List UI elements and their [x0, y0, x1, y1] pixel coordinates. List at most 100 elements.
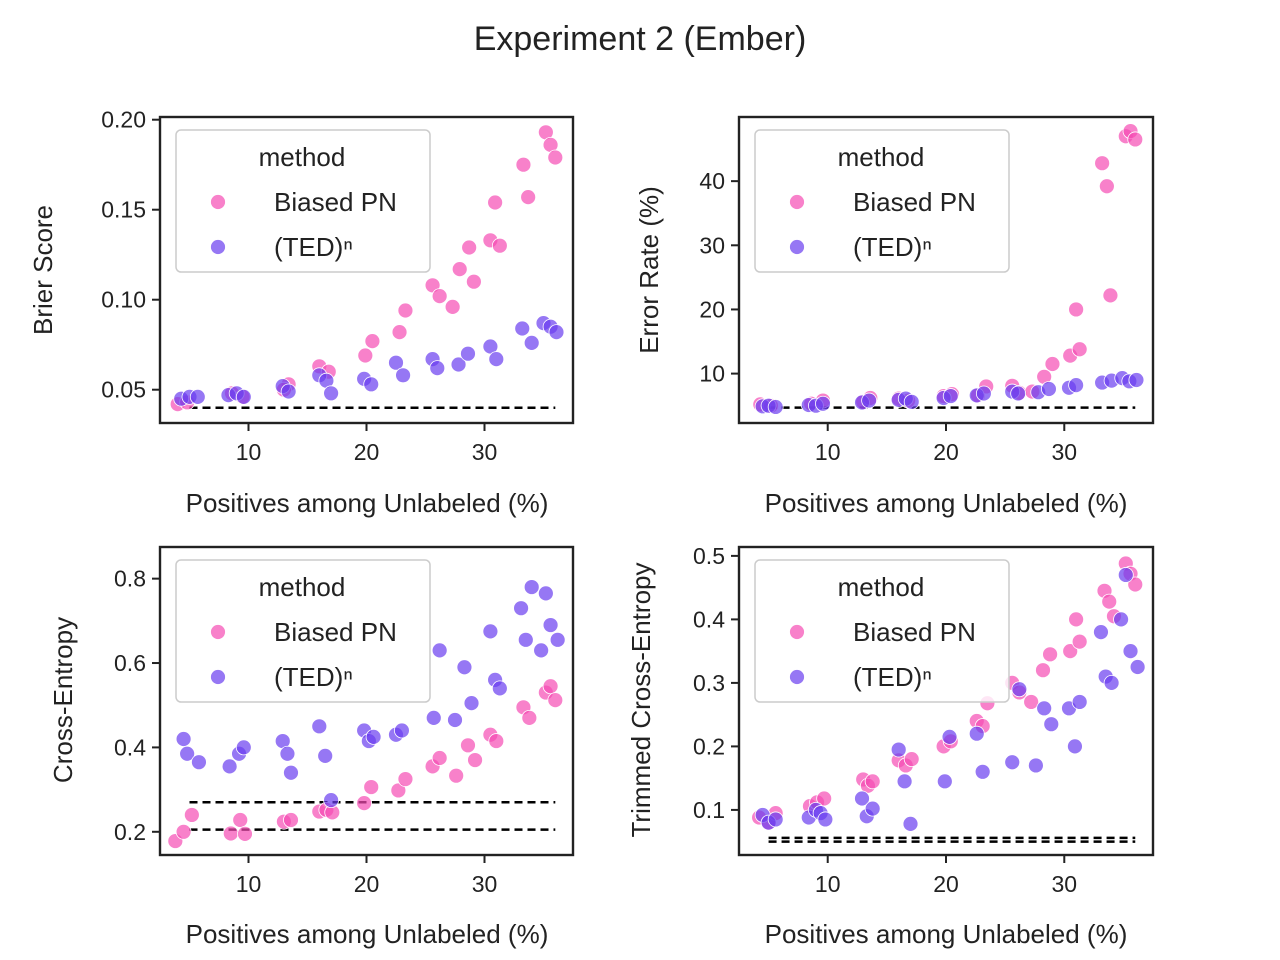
- legend-marker: [789, 624, 805, 640]
- data-point: [221, 758, 238, 775]
- data-point: [450, 356, 467, 373]
- data-point: [444, 298, 461, 315]
- xlabel: Positives among Unlabeled (%): [765, 919, 1128, 949]
- legend-marker: [789, 194, 805, 210]
- data-point: [357, 347, 374, 364]
- data-point: [487, 194, 504, 211]
- data-point: [902, 815, 919, 832]
- plot-frame: [158, 545, 575, 857]
- data-point: [395, 367, 411, 384]
- x-tick-label: 30: [472, 871, 498, 897]
- data-point: [491, 680, 508, 697]
- legend-marker: [210, 239, 226, 255]
- legend-label: Biased PN: [853, 617, 976, 647]
- data-point: [1122, 643, 1139, 660]
- data-point: [521, 709, 538, 726]
- data-point: [461, 239, 478, 256]
- data-point: [390, 782, 407, 799]
- data-point: [280, 383, 297, 400]
- data-point: [1023, 694, 1040, 710]
- data-point: [317, 747, 334, 764]
- data-point: [1071, 633, 1088, 650]
- data-point: [183, 807, 200, 823]
- data-point: [864, 773, 881, 790]
- data-point: [1127, 576, 1144, 593]
- data-point: [542, 617, 559, 633]
- data-point: [1101, 593, 1118, 610]
- data-point: [533, 642, 550, 659]
- data-point: [1129, 659, 1146, 675]
- x-tick-label: 30: [472, 439, 498, 465]
- data-point: [235, 388, 252, 405]
- data-point: [864, 800, 881, 817]
- y-tick-label: 0.05: [101, 377, 146, 403]
- x-tick-label: 30: [1051, 871, 1077, 897]
- y-tick-label: 0.4: [693, 606, 725, 632]
- data-point: [279, 745, 296, 762]
- data-point: [356, 795, 373, 812]
- plot-frame: [737, 545, 1155, 857]
- y-tick-label: 0.8: [114, 566, 146, 592]
- data-point: [311, 718, 328, 735]
- data-point: [175, 823, 192, 840]
- legend-marker: [789, 669, 805, 685]
- data-point: [391, 324, 408, 341]
- data-point: [1098, 178, 1115, 195]
- ylabel: Cross-Entropy: [48, 617, 78, 783]
- data-point: [520, 189, 537, 206]
- x-tick-label: 20: [933, 871, 959, 897]
- y-tick-label: 0.6: [114, 650, 146, 676]
- data-point: [936, 773, 953, 790]
- data-point: [861, 392, 878, 409]
- x-tick-label: 10: [815, 871, 841, 897]
- data-point: [1041, 381, 1057, 397]
- data-point: [460, 737, 476, 754]
- data-point: [537, 585, 554, 602]
- data-point: [1044, 356, 1061, 372]
- legend-box: [754, 559, 1010, 703]
- data-point: [1071, 341, 1088, 358]
- data-point: [397, 771, 414, 787]
- data-point: [974, 763, 991, 780]
- data-point: [364, 333, 381, 350]
- data-point: [941, 728, 958, 745]
- data-point: [1113, 611, 1129, 628]
- data-point: [488, 351, 505, 368]
- data-point: [397, 302, 414, 319]
- data-point: [1128, 372, 1145, 388]
- data-point: [767, 811, 784, 828]
- legend-marker: [210, 624, 226, 640]
- legend-label: Biased PN: [274, 617, 397, 647]
- x-tick-label: 20: [933, 439, 959, 465]
- ylabel: Error Rate (%): [634, 186, 664, 354]
- data-point: [767, 399, 784, 415]
- legend-label: Biased PN: [274, 187, 397, 217]
- legend-marker: [210, 669, 226, 685]
- data-point: [365, 728, 382, 745]
- data-point: [283, 764, 299, 781]
- x-tick-label: 10: [236, 439, 262, 465]
- data-point: [237, 826, 253, 842]
- data-point: [1027, 757, 1044, 774]
- y-tick-label: 0.2: [114, 819, 146, 845]
- data-point: [896, 773, 913, 790]
- data-point: [1103, 675, 1120, 691]
- data-point: [232, 812, 249, 828]
- data-point: [1071, 694, 1088, 710]
- data-point: [323, 792, 340, 809]
- cross-entropy-panel: Cross-Entropy Positives among Unlabeled …: [48, 545, 575, 949]
- data-point: [179, 745, 196, 762]
- data-point: [1011, 681, 1028, 698]
- data-point: [1068, 611, 1085, 628]
- plot-frame: [737, 115, 1155, 425]
- data-point: [235, 739, 252, 756]
- data-point: [1010, 385, 1027, 402]
- data-point: [463, 695, 480, 712]
- data-point: [816, 790, 833, 807]
- x-tick-label: 10: [236, 871, 262, 897]
- data-point: [817, 811, 834, 828]
- legend-marker: [789, 239, 805, 255]
- data-point: [467, 752, 483, 768]
- y-tick-label: 0.15: [101, 197, 146, 223]
